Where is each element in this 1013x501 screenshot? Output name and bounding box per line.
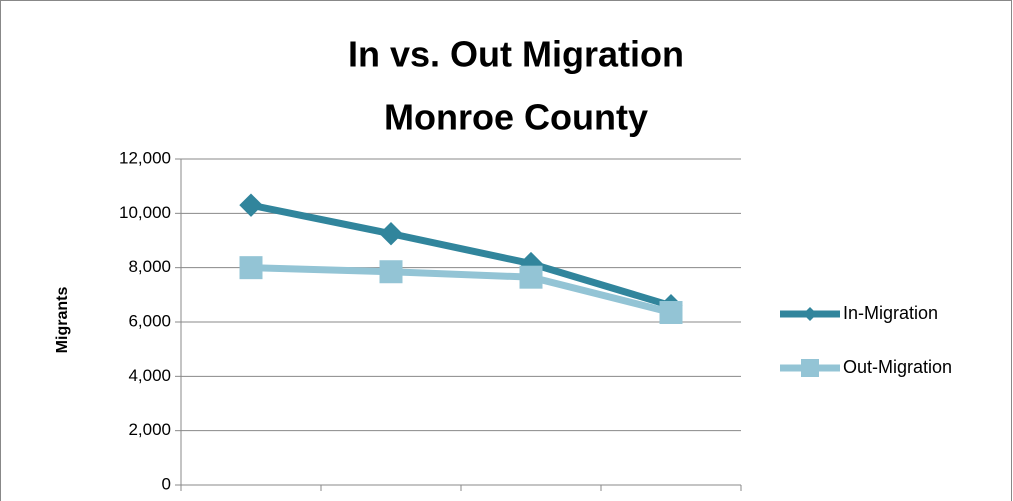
y-tick-label: 0 (162, 474, 171, 493)
y-tick-label: 8,000 (128, 257, 171, 276)
point (519, 265, 543, 289)
legend-label: In-Migration (843, 303, 938, 323)
y-tick-label: 6,000 (128, 311, 171, 330)
point (659, 300, 683, 324)
chart-title: In vs. Out Migration (348, 34, 684, 75)
point (379, 260, 403, 284)
point (379, 222, 403, 246)
y-tick-label: 4,000 (128, 366, 171, 385)
chart-title: Monroe County (384, 97, 648, 138)
line (250, 201, 673, 310)
line (250, 264, 672, 316)
y-axis-title: Migrants (54, 287, 71, 354)
legend-marker (803, 307, 817, 321)
y-tick-label: 12,000 (119, 148, 171, 167)
point (239, 256, 263, 280)
point (239, 193, 263, 217)
legend-label: Out-Migration (843, 357, 952, 377)
y-tick-label: 10,000 (119, 203, 171, 222)
legend-marker (801, 359, 819, 377)
y-tick-label: 2,000 (128, 420, 171, 439)
